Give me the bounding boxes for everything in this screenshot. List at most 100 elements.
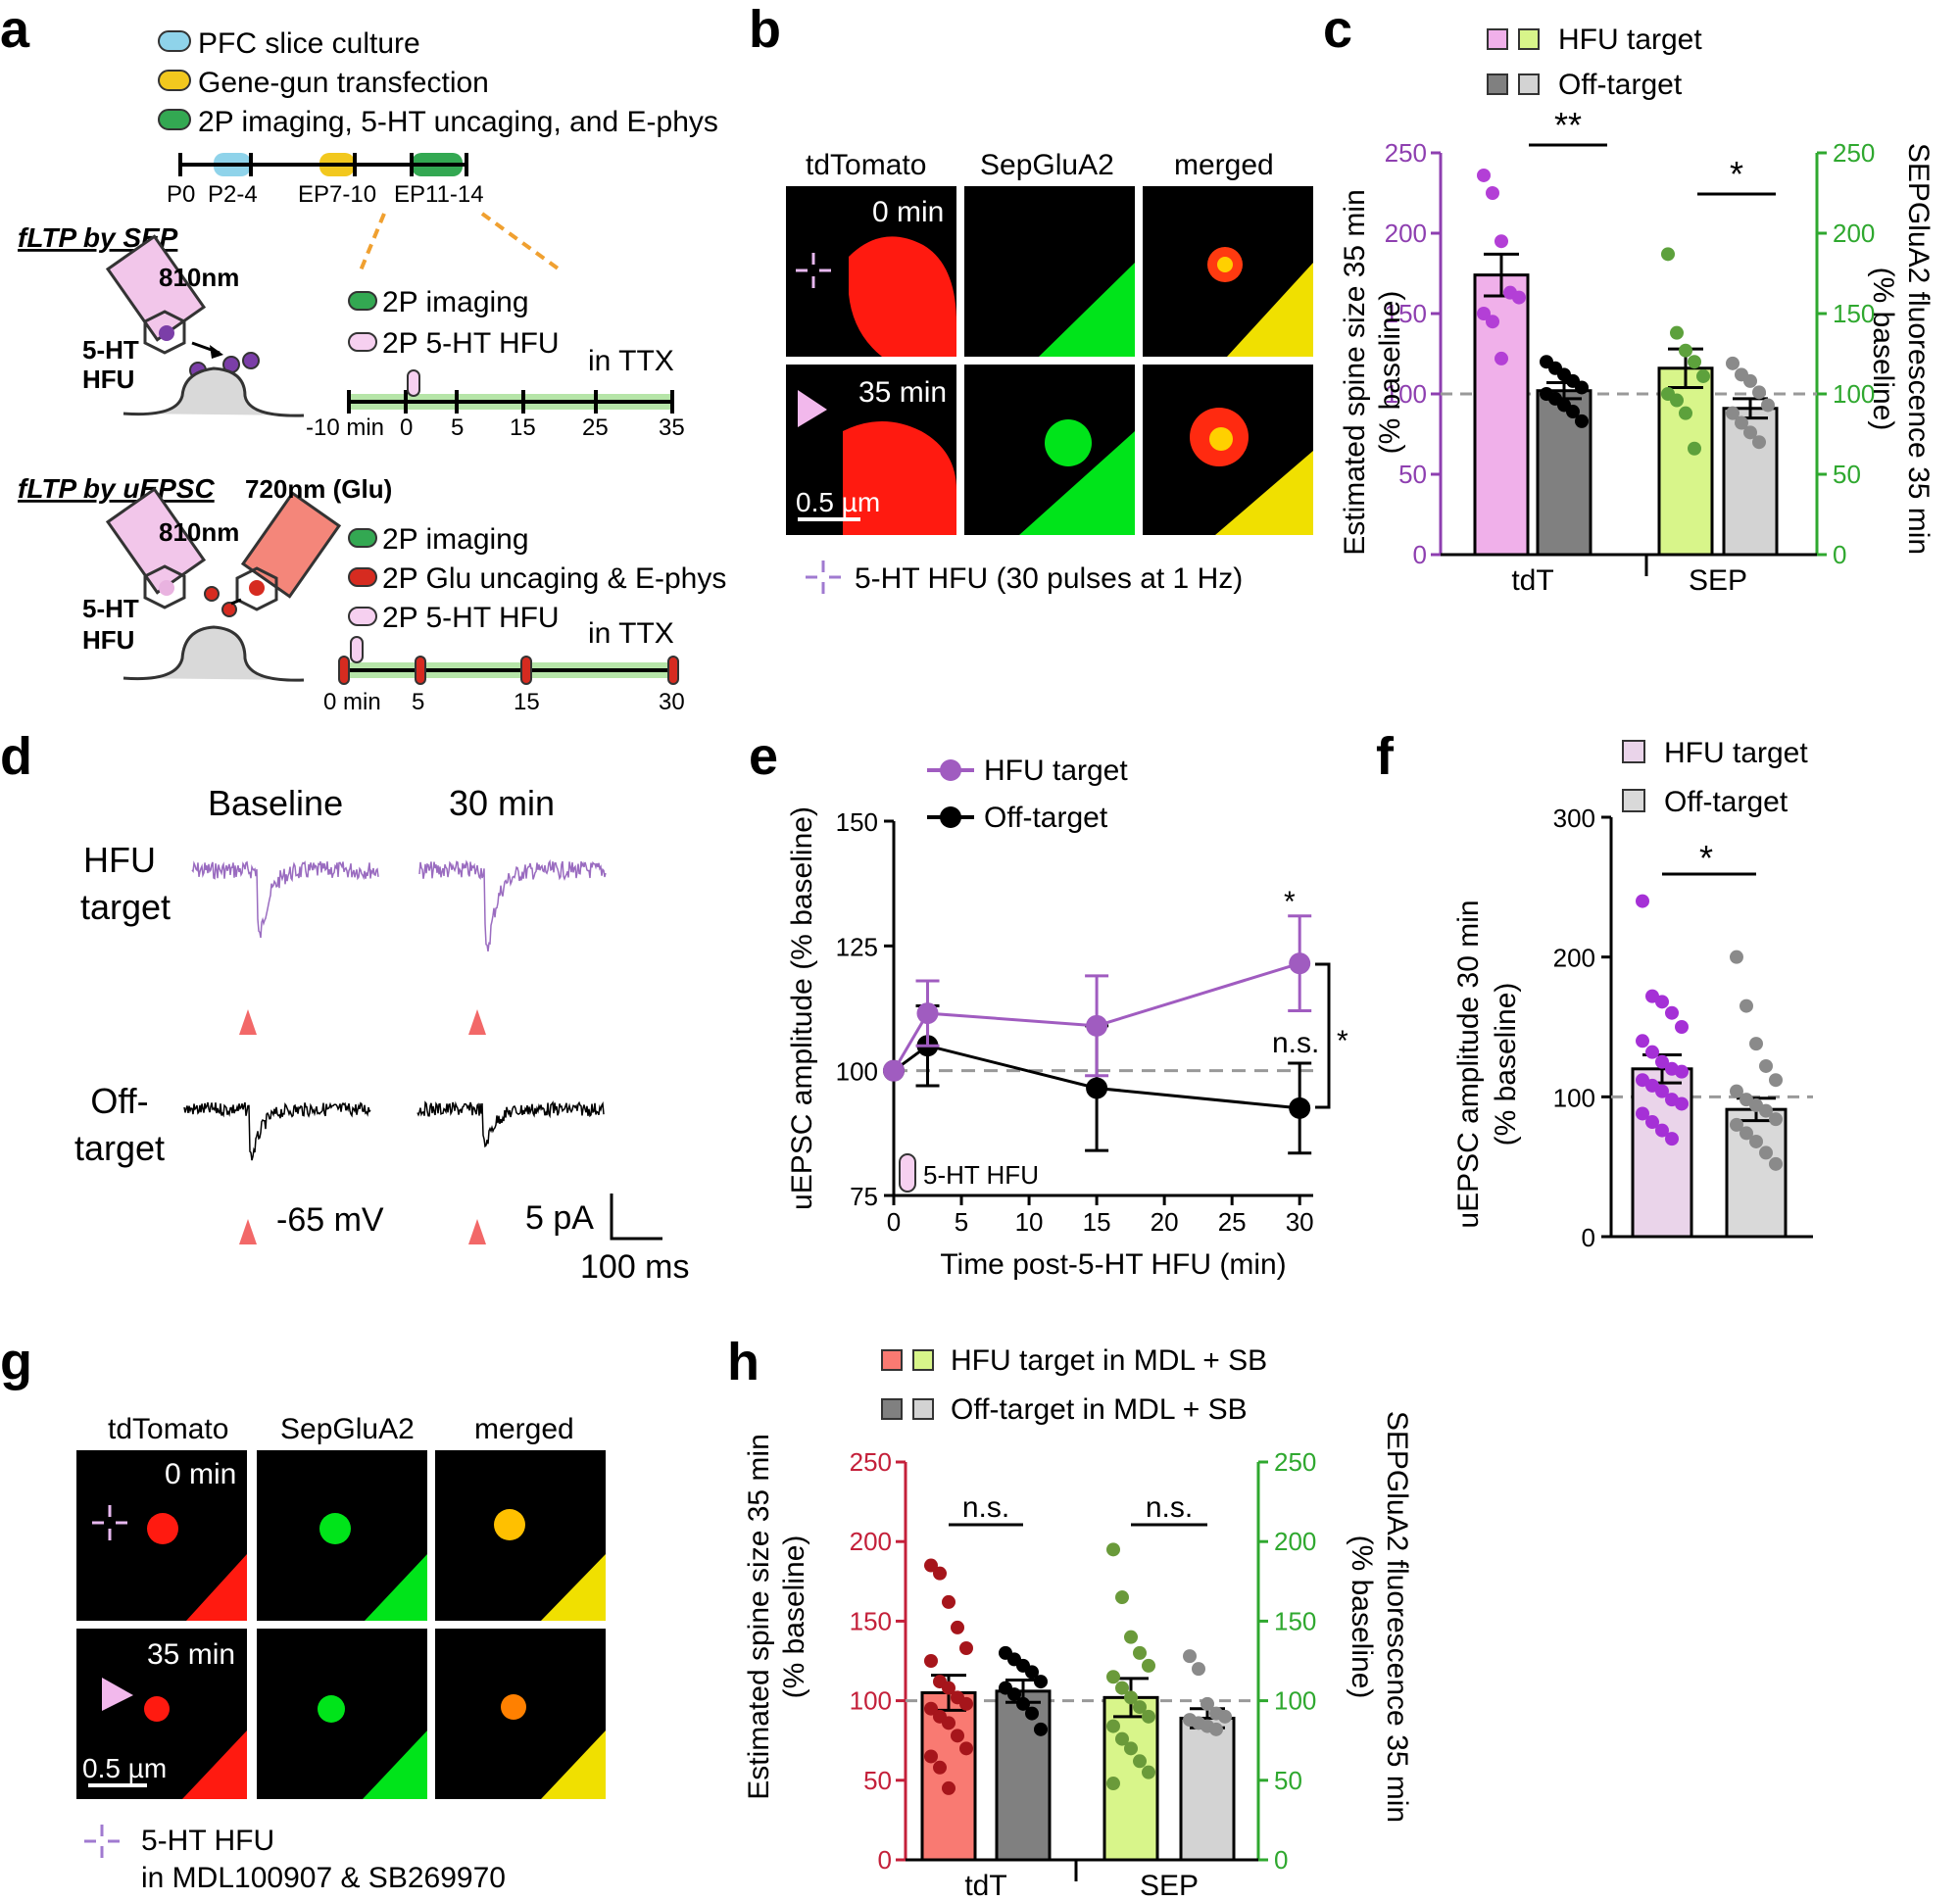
y-axis-label: (% baseline) bbox=[1490, 983, 1522, 1146]
data-point bbox=[1016, 1696, 1030, 1711]
data-point bbox=[1679, 406, 1692, 420]
e-bracket bbox=[1315, 962, 1331, 1109]
e-legend-marker bbox=[940, 806, 961, 828]
data-point bbox=[1124, 1741, 1138, 1756]
panel-label-c: c bbox=[1323, 0, 1352, 59]
c-ylabel-left-2: (% baseline) bbox=[1374, 291, 1406, 455]
legend-imaging: 2P imaging, 5-HT uncaging, and E-phys bbox=[198, 106, 718, 138]
data-point bbox=[1106, 1719, 1120, 1733]
h-legend-off: Off-target in MDL + SB bbox=[951, 1393, 1248, 1426]
sig-label: ** bbox=[1554, 105, 1582, 145]
epsc-trace bbox=[191, 860, 379, 939]
g-arrowhead-icon bbox=[102, 1678, 133, 1711]
chart-f: 0 100 200 300 uEPSC amplitude 30 min (% basel… bbox=[1452, 804, 1813, 1252]
e-legend-marker bbox=[940, 759, 961, 781]
data-point bbox=[942, 1594, 956, 1609]
panel-label-b: b bbox=[749, 0, 781, 59]
legend-swatch-transfection bbox=[158, 70, 191, 91]
d-scale-x: 100 ms bbox=[580, 1248, 690, 1286]
h-ylabel-left-1: Estimated spine size 35 min bbox=[743, 1434, 775, 1800]
y-tick-label: 150 bbox=[1385, 299, 1427, 328]
data-point bbox=[1124, 1630, 1138, 1644]
f-sig: * bbox=[1699, 838, 1713, 878]
data-point bbox=[1655, 1084, 1669, 1098]
data-point bbox=[1769, 1112, 1783, 1127]
g-time-0: 0 min bbox=[165, 1458, 236, 1490]
y-tick-label: 300 bbox=[1553, 804, 1595, 833]
uepsc-hfu-label-1: 5-HT bbox=[82, 594, 139, 623]
data-point bbox=[1769, 1073, 1783, 1088]
uepsc-tick-15: 15 bbox=[514, 689, 540, 715]
y-tick-label: 100 bbox=[1385, 379, 1427, 409]
d-scale-y: 5 pA bbox=[525, 1199, 594, 1237]
hfu-label-1: 5-HT bbox=[82, 335, 139, 365]
d-row1-2: target bbox=[80, 887, 171, 927]
data-point bbox=[1688, 355, 1701, 369]
y-tick-label: 200 bbox=[1385, 219, 1427, 248]
timeline-ep7-10: EP7-10 bbox=[298, 181, 376, 208]
d-scalebar bbox=[610, 1194, 662, 1241]
data-point bbox=[1200, 1696, 1214, 1711]
sep-legend-imaging: 2P imaging bbox=[382, 286, 529, 318]
b-scale-label: 0.5 µm bbox=[796, 487, 880, 517]
uepsc-protocol: 2P imaging 2P Glu uncaging & E-phys 2P 5… bbox=[323, 523, 726, 715]
sep-protocol: 2P imaging 2P 5-HT HFU in TTX -10 min 0 … bbox=[306, 286, 685, 441]
data-point bbox=[1034, 1675, 1048, 1689]
y-tick-label: 75 bbox=[850, 1182, 878, 1211]
data-point bbox=[1106, 1670, 1120, 1684]
data-point bbox=[1636, 1034, 1649, 1048]
d-stim-icon bbox=[468, 1219, 486, 1244]
data-point bbox=[1289, 952, 1311, 975]
c-ylabel-right-1: SEPGluA2 fluorescence 35 min bbox=[1902, 143, 1935, 555]
x-axis-label: Time post-5-HT HFU (min) bbox=[940, 1248, 1286, 1281]
legend-culture: PFC slice culture bbox=[198, 27, 420, 60]
d-col-30min: 30 min bbox=[449, 783, 555, 823]
sep-tick-15: 15 bbox=[510, 414, 536, 441]
data-point bbox=[1477, 168, 1491, 182]
data-point bbox=[1670, 393, 1684, 408]
d-stim-icon bbox=[239, 1219, 257, 1244]
x-category-label: SEP bbox=[1689, 564, 1747, 597]
y-tick-label: 0 bbox=[1274, 1845, 1288, 1875]
data-point bbox=[1086, 1014, 1108, 1037]
bar bbox=[995, 1689, 1052, 1862]
development-timeline: P0 P2-4 EP7-10 EP11-14 bbox=[167, 153, 563, 272]
data-point bbox=[1142, 1658, 1155, 1673]
data-point bbox=[1086, 1077, 1108, 1099]
e-legend-hfu: HFU target bbox=[984, 755, 1128, 787]
timeline-p0: P0 bbox=[167, 181, 195, 208]
data-point bbox=[1218, 1709, 1232, 1724]
y-axis-label: uEPSC amplitude (% baseline) bbox=[786, 806, 818, 1210]
panel-b: b tdTomato SepGluA2 merged 0 min 35 min … bbox=[749, 0, 1313, 595]
y-tick-label: 0 bbox=[878, 1845, 892, 1875]
f-legend-hfu: HFU target bbox=[1664, 737, 1808, 769]
c-legend-off: Off-target bbox=[1558, 69, 1683, 101]
data-point bbox=[1655, 1054, 1669, 1069]
data-point bbox=[1675, 1020, 1689, 1034]
d-stim-icon bbox=[468, 1009, 486, 1035]
data-point bbox=[924, 1558, 938, 1573]
data-point bbox=[1730, 1117, 1743, 1132]
objective-icon bbox=[143, 310, 186, 355]
sig-label: n.s. bbox=[962, 1491, 1009, 1524]
timeline-ep11-14: EP11-14 bbox=[394, 181, 484, 208]
c-legend-hfu: HFU target bbox=[1558, 24, 1702, 56]
data-point bbox=[1636, 894, 1649, 908]
data-point bbox=[959, 1741, 973, 1756]
data-point bbox=[1133, 1645, 1147, 1660]
data-point bbox=[1749, 1037, 1763, 1051]
data-point bbox=[1670, 325, 1684, 340]
data-point bbox=[1661, 247, 1675, 262]
y-tick-label: 250 bbox=[1274, 1447, 1316, 1477]
b-col-sepglua2: SepGluA2 bbox=[980, 149, 1114, 181]
h-legend-hfu: HFU target in MDL + SB bbox=[951, 1344, 1267, 1377]
sep-tick-5: 5 bbox=[451, 414, 464, 441]
d-stim-icon bbox=[239, 1009, 257, 1035]
data-point bbox=[1730, 950, 1743, 964]
g-legend-cross-icon bbox=[84, 1825, 120, 1858]
b-legend-cross-icon bbox=[806, 561, 841, 594]
data-point bbox=[1726, 406, 1740, 420]
data-point bbox=[1759, 1058, 1773, 1073]
data-point bbox=[1769, 1156, 1783, 1171]
uepsc-legend-hfu: 2P 5-HT HFU bbox=[382, 602, 560, 634]
